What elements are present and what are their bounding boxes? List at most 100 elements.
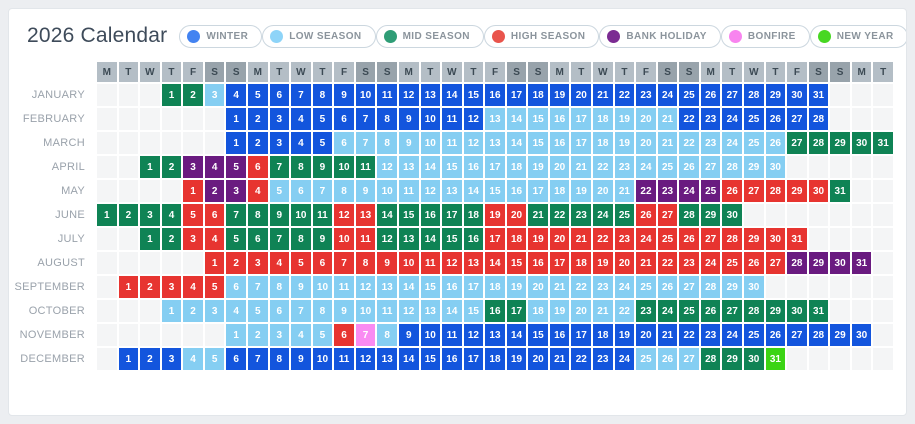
- day-cell-low[interactable]: 5: [269, 180, 290, 202]
- day-cell-winter[interactable]: 16: [485, 84, 505, 106]
- day-cell-low[interactable]: 4: [183, 348, 203, 370]
- day-cell-low[interactable]: 17: [571, 108, 592, 130]
- day-cell-winter[interactable]: 2: [140, 348, 160, 370]
- day-cell-high[interactable]: 3: [161, 276, 182, 298]
- day-cell-low[interactable]: 18: [549, 180, 570, 202]
- day-cell-low[interactable]: 5: [312, 324, 333, 346]
- day-cell-winter[interactable]: 11: [334, 348, 354, 370]
- day-cell-winter[interactable]: 21: [657, 324, 678, 346]
- day-cell-mid[interactable]: 8: [291, 228, 311, 250]
- day-cell-low[interactable]: 13: [377, 276, 397, 298]
- day-cell-low[interactable]: 16: [442, 276, 462, 298]
- day-cell-mid[interactable]: 1: [140, 156, 160, 178]
- day-cell-winter[interactable]: 10: [420, 108, 441, 130]
- day-cell-high[interactable]: 12: [334, 204, 354, 226]
- day-cell-low[interactable]: 19: [549, 300, 570, 322]
- day-cell-low[interactable]: 8: [377, 324, 397, 346]
- day-cell-winter[interactable]: 18: [528, 84, 548, 106]
- day-cell-winter[interactable]: 5: [247, 84, 268, 106]
- day-cell-high[interactable]: 28: [765, 180, 786, 202]
- day-cell-low[interactable]: 14: [442, 300, 462, 322]
- day-cell-high[interactable]: 6: [312, 252, 333, 274]
- day-cell-mid[interactable]: 28: [700, 348, 721, 370]
- day-cell-mid[interactable]: 10: [291, 204, 311, 226]
- day-cell-high[interactable]: 21: [636, 252, 656, 274]
- day-cell-mid[interactable]: 16: [463, 228, 484, 250]
- day-cell-low[interactable]: 12: [463, 132, 484, 154]
- day-cell-winter[interactable]: 28: [744, 84, 764, 106]
- day-cell-low[interactable]: 28: [700, 276, 721, 298]
- day-cell-low[interactable]: 15: [485, 180, 505, 202]
- day-cell-low[interactable]: 7: [247, 276, 268, 298]
- day-cell-winter[interactable]: 20: [636, 324, 656, 346]
- day-cell-mid[interactable]: 18: [463, 204, 484, 226]
- day-cell-high[interactable]: 6: [247, 156, 268, 178]
- day-cell-high[interactable]: 4: [183, 276, 203, 298]
- day-cell-mid[interactable]: 5: [226, 228, 246, 250]
- day-cell-mid[interactable]: 10: [334, 156, 354, 178]
- legend-pill-low[interactable]: LOW SEASON: [262, 24, 376, 48]
- day-cell-high[interactable]: 29: [744, 228, 764, 250]
- day-cell-high[interactable]: 26: [744, 252, 764, 274]
- day-cell-low[interactable]: 9: [398, 132, 419, 154]
- day-cell-winter[interactable]: 19: [549, 84, 570, 106]
- day-cell-winter[interactable]: 9: [398, 108, 419, 130]
- day-cell-high[interactable]: 11: [355, 228, 376, 250]
- day-cell-mid[interactable]: 31: [808, 300, 829, 322]
- day-cell-low[interactable]: 14: [506, 132, 527, 154]
- day-cell-mid[interactable]: 8: [291, 156, 311, 178]
- day-cell-low[interactable]: 22: [614, 300, 635, 322]
- day-cell-low[interactable]: 28: [722, 156, 743, 178]
- day-cell-low[interactable]: 13: [485, 108, 505, 130]
- day-cell-high[interactable]: 19: [485, 204, 505, 226]
- day-cell-winter[interactable]: 24: [722, 108, 743, 130]
- day-cell-winter[interactable]: 12: [398, 84, 419, 106]
- day-cell-mid[interactable]: 30: [722, 204, 743, 226]
- day-cell-winter[interactable]: 25: [679, 84, 699, 106]
- day-cell-mid[interactable]: 15: [398, 204, 419, 226]
- day-cell-low[interactable]: 25: [744, 132, 764, 154]
- day-cell-winter[interactable]: 16: [442, 348, 462, 370]
- day-cell-low[interactable]: 11: [398, 180, 419, 202]
- day-cell-winter[interactable]: 13: [420, 84, 441, 106]
- day-cell-high[interactable]: 6: [204, 204, 225, 226]
- legend-pill-mid[interactable]: MID SEASON: [375, 24, 484, 48]
- day-cell-bank[interactable]: 5: [226, 156, 246, 178]
- day-cell-mid[interactable]: 27: [722, 300, 743, 322]
- day-cell-mid[interactable]: 27: [787, 132, 807, 154]
- day-cell-winter[interactable]: 7: [291, 84, 311, 106]
- day-cell-winter[interactable]: 19: [614, 324, 635, 346]
- day-cell-low[interactable]: 20: [593, 180, 613, 202]
- day-cell-winter[interactable]: 17: [463, 348, 484, 370]
- day-cell-mid[interactable]: 31: [830, 180, 850, 202]
- day-cell-low[interactable]: 3: [204, 84, 225, 106]
- day-cell-winter[interactable]: 6: [269, 84, 290, 106]
- day-cell-low[interactable]: 15: [528, 132, 548, 154]
- day-cell-low[interactable]: 17: [463, 276, 484, 298]
- day-cell-winter[interactable]: 31: [808, 84, 829, 106]
- day-cell-low[interactable]: 10: [377, 180, 397, 202]
- day-cell-winter[interactable]: 5: [312, 132, 333, 154]
- day-cell-mid[interactable]: 17: [506, 300, 527, 322]
- day-cell-winter[interactable]: 26: [765, 324, 786, 346]
- day-cell-high[interactable]: 13: [463, 252, 484, 274]
- day-cell-low[interactable]: 6: [269, 300, 290, 322]
- day-cell-low[interactable]: 8: [377, 132, 397, 154]
- day-cell-winter[interactable]: 29: [765, 84, 786, 106]
- day-cell-mid[interactable]: 21: [528, 204, 548, 226]
- day-cell-winter[interactable]: 21: [593, 84, 613, 106]
- day-cell-high[interactable]: 22: [593, 228, 613, 250]
- day-cell-mid[interactable]: 9: [312, 156, 333, 178]
- day-cell-mid[interactable]: 14: [420, 228, 441, 250]
- day-cell-winter[interactable]: 18: [485, 348, 505, 370]
- day-cell-winter[interactable]: 9: [334, 84, 354, 106]
- day-cell-winter[interactable]: 26: [765, 108, 786, 130]
- day-cell-mid[interactable]: 22: [549, 204, 570, 226]
- day-cell-low[interactable]: 2: [247, 324, 268, 346]
- day-cell-low[interactable]: 8: [269, 276, 290, 298]
- day-cell-low[interactable]: 9: [334, 300, 354, 322]
- day-cell-high[interactable]: 24: [700, 252, 721, 274]
- day-cell-winter[interactable]: 14: [506, 324, 527, 346]
- day-cell-winter[interactable]: 1: [226, 108, 246, 130]
- day-cell-bank[interactable]: 3: [183, 156, 203, 178]
